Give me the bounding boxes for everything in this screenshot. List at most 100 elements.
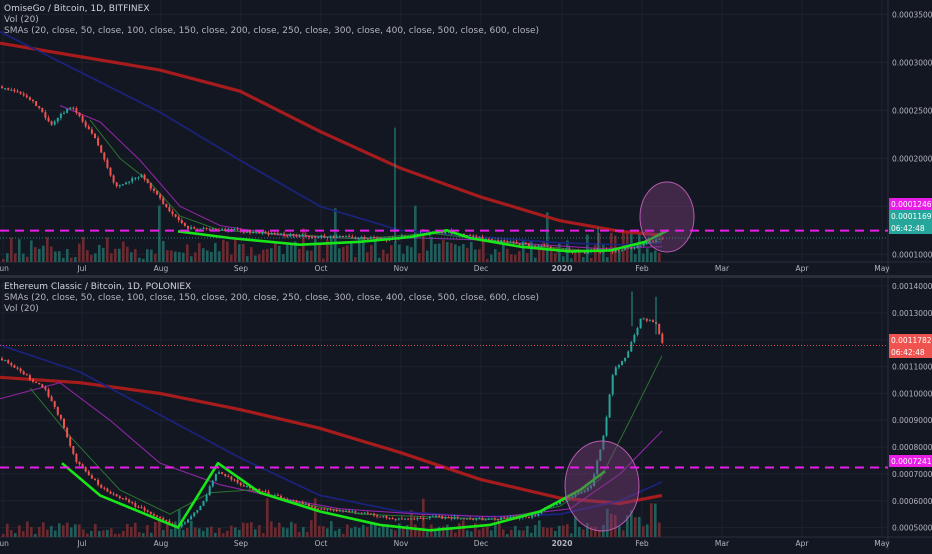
volume-bar xyxy=(402,253,405,262)
candle-body xyxy=(298,235,301,237)
volume-bar xyxy=(142,258,145,262)
pane1-legend: OmiseGo / Bitcoin, 1D, BITFINEX Vol (20)… xyxy=(4,4,539,37)
volume-bar xyxy=(158,520,161,537)
volume-bar xyxy=(510,254,513,262)
candle-body xyxy=(156,515,158,517)
pane1-volume-label: Vol (20) xyxy=(4,15,39,25)
candle-body xyxy=(78,461,81,465)
volume-bar xyxy=(58,251,61,262)
volume-bar xyxy=(174,251,177,262)
price-tick-label: 0.00010000 xyxy=(892,250,932,259)
candle-body xyxy=(540,245,543,247)
candle-body xyxy=(543,245,546,247)
volume-bar xyxy=(342,247,345,262)
candle-body xyxy=(159,516,162,519)
volume-bar xyxy=(634,254,637,262)
candle-body xyxy=(7,360,10,364)
volume-bar xyxy=(474,523,477,537)
time-tick-label: Feb xyxy=(635,539,649,548)
volume-bar xyxy=(606,508,609,537)
candle-body xyxy=(72,446,75,454)
candle-body xyxy=(69,107,72,109)
volume-bar xyxy=(46,237,49,262)
candle-body xyxy=(366,238,369,240)
volume-bar xyxy=(366,252,369,262)
candle-body xyxy=(100,484,103,488)
candle-body xyxy=(472,518,475,520)
volume-bar xyxy=(546,527,549,537)
candle-body xyxy=(345,510,348,512)
candle-body xyxy=(50,396,53,402)
candle-body xyxy=(624,357,627,361)
pane-separator[interactable] xyxy=(0,275,932,278)
candle-body xyxy=(196,228,199,230)
volume-bar xyxy=(34,247,37,262)
volume-bar xyxy=(622,530,625,537)
volume-bar xyxy=(426,531,429,537)
volume-bar xyxy=(298,248,301,262)
candle-body xyxy=(419,517,422,519)
volume-bar xyxy=(482,527,485,537)
volume-bar xyxy=(22,531,25,537)
volume-bar xyxy=(490,530,493,537)
candle-body xyxy=(348,235,351,237)
etc-chart-svg[interactable]: 0.001400000.001300000.001200000.00110000… xyxy=(0,278,932,550)
volume-bar xyxy=(446,524,449,537)
candle-body xyxy=(152,188,155,191)
volume-bar xyxy=(242,522,245,537)
candle-body xyxy=(521,242,524,245)
time-tick-label: Aug xyxy=(154,264,169,273)
candle-body xyxy=(90,475,93,479)
candle-body xyxy=(503,517,506,519)
candle-body xyxy=(128,499,131,503)
volume-bar xyxy=(426,250,429,262)
volume-bar xyxy=(82,237,85,262)
time-tick-label: 2020 xyxy=(552,264,573,273)
candle-body xyxy=(258,230,261,234)
volume-bar xyxy=(494,522,497,537)
volume-bar xyxy=(486,258,489,262)
circle-highlight-shape xyxy=(639,181,695,253)
volume-bar xyxy=(246,523,249,537)
candle-body xyxy=(168,207,171,212)
volume-bar xyxy=(238,529,241,537)
candle-body xyxy=(385,515,388,519)
volume-bar xyxy=(234,237,237,262)
volume-bar xyxy=(114,533,117,537)
candle-body xyxy=(289,500,292,502)
volume-bar xyxy=(42,522,45,537)
candle-body xyxy=(354,511,357,513)
volume-bar xyxy=(98,244,101,262)
candle-body xyxy=(351,511,354,513)
candle-body xyxy=(236,229,239,231)
etc-chart-pane[interactable]: Ethereum Classic / Bitcoin, 1D, POLONIEX… xyxy=(0,278,932,550)
omisego-chart-pane[interactable]: OmiseGo / Bitcoin, 1D, BITFINEX Vol (20)… xyxy=(0,0,932,275)
volume-bar xyxy=(366,527,369,537)
volume-bar xyxy=(282,527,285,537)
candle-body xyxy=(528,243,530,247)
candle-body xyxy=(608,394,611,418)
candle-body xyxy=(320,235,323,238)
candle-body xyxy=(360,237,363,239)
candle-body xyxy=(183,522,186,524)
volume-bar xyxy=(106,237,109,262)
candle-body xyxy=(373,513,375,516)
time-tick-label: Oct xyxy=(315,539,328,548)
volume-bar xyxy=(550,251,553,262)
candle-body xyxy=(267,233,270,235)
candle-body xyxy=(214,228,217,231)
candle-body xyxy=(199,505,202,511)
candle-body xyxy=(323,235,326,238)
candle-body xyxy=(81,116,84,122)
volume-bar xyxy=(442,526,445,537)
volume-bar xyxy=(470,241,473,262)
volume-bar xyxy=(450,242,453,262)
volume-bar xyxy=(402,528,405,537)
candle-body xyxy=(332,509,335,511)
volume-bar xyxy=(62,257,65,262)
volume-bar xyxy=(318,525,321,537)
volume-bar xyxy=(38,248,41,262)
candle-body xyxy=(230,228,233,230)
sma-long-line xyxy=(0,41,663,237)
